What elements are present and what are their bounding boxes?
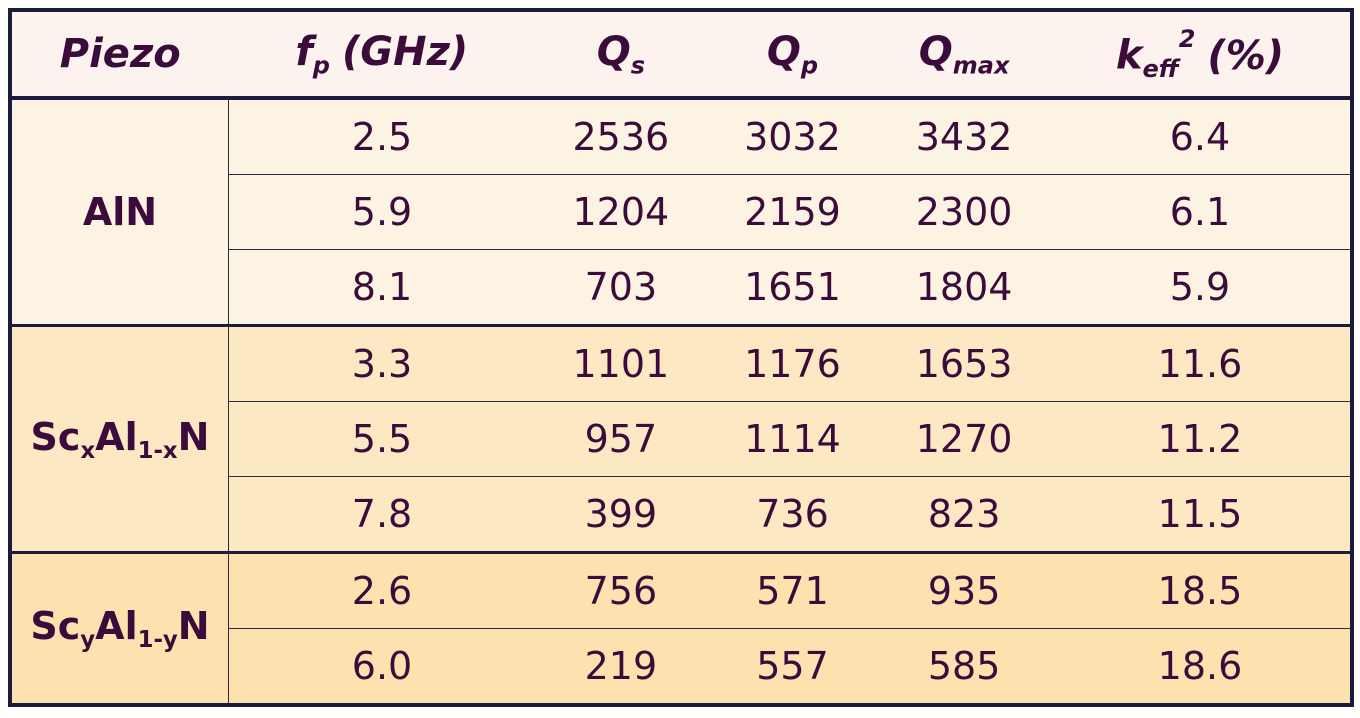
table-row: 6.0 219 557 585 18.6 — [10, 628, 1352, 706]
data-cell: 1651 — [706, 249, 879, 326]
label-subscript: 1-y — [137, 626, 178, 653]
data-cell: 219 — [535, 628, 707, 706]
data-cell: 2159 — [706, 174, 879, 250]
data-cell: 11.6 — [1049, 324, 1352, 402]
header-subscript: max — [952, 51, 1010, 80]
table-row: AlN 2.5 2536 3032 3432 6.4 — [10, 96, 1352, 326]
data-table: Piezo fp (GHz) Qs Qp Qmax keff2 (%) AlN 2.5 2536 3… — [8, 8, 1354, 707]
data-cell: 585 — [878, 628, 1050, 706]
data-cell: 935 — [878, 551, 1050, 629]
header-cell: Qp — [706, 10, 879, 100]
data-cell: 1176 — [706, 324, 879, 402]
group-label: AlN — [10, 96, 229, 326]
header-subscript: eff — [1142, 54, 1179, 83]
data-cell: 1653 — [878, 324, 1050, 402]
data-cell: 1204 — [535, 174, 707, 250]
label-subscript: 1-x — [137, 437, 178, 464]
data-cell: 736 — [706, 476, 879, 553]
table-row: ScxAl1-xN 3.3 1101 1176 1653 11.6 — [10, 324, 1352, 553]
label-subscript: y — [80, 626, 96, 653]
table-row: ScyAl1-yN 2.6 756 571 935 18.5 — [10, 551, 1352, 706]
label-text: N — [177, 604, 210, 649]
header-text: Q — [766, 28, 801, 75]
data-cell: 5.9 — [1049, 249, 1352, 326]
data-cell: 18.6 — [1049, 628, 1352, 706]
data-cell: 1114 — [706, 401, 879, 477]
table-row: 7.8 399 736 823 11.5 — [10, 476, 1352, 553]
header-text: k — [1115, 32, 1143, 79]
table-row: 5.5 957 1114 1270 11.2 — [10, 401, 1352, 477]
label-text: Sc — [30, 414, 81, 459]
data-cell: 2536 — [535, 96, 707, 175]
data-cell: 11.2 — [1049, 401, 1352, 477]
header-cell: fp (GHz) — [228, 10, 536, 100]
data-cell: 7.8 — [228, 476, 536, 553]
group-label: ScxAl1-xN — [10, 324, 229, 553]
data-cell: 5.5 — [228, 401, 536, 477]
data-cell: 1270 — [878, 401, 1050, 477]
header-cell: Qmax — [878, 10, 1050, 100]
data-cell: 823 — [878, 476, 1050, 553]
header-subscript: s — [630, 51, 646, 80]
header-cell: Qs — [535, 10, 707, 100]
data-cell: 1101 — [535, 324, 707, 402]
header-row: Piezo fp (GHz) Qs Qp Qmax keff2 (%) — [10, 10, 1352, 100]
data-cell: 2.5 — [228, 96, 536, 175]
data-cell: 571 — [706, 551, 879, 629]
header-superscript: 2 — [1178, 25, 1196, 53]
data-cell: 6.0 — [228, 628, 536, 706]
label-subscript: x — [80, 437, 96, 464]
data-cell: 703 — [535, 249, 707, 326]
data-cell: 756 — [535, 551, 707, 629]
data-cell: 3032 — [706, 96, 879, 175]
data-cell: 2300 — [878, 174, 1050, 250]
data-cell: 399 — [535, 476, 707, 553]
data-cell: 11.5 — [1049, 476, 1352, 553]
data-cell: 5.9 — [228, 174, 536, 250]
label-text: AlN — [82, 190, 158, 234]
data-cell: 3432 — [878, 96, 1050, 175]
label-text: Al — [95, 604, 138, 649]
data-cell: 557 — [706, 628, 879, 706]
data-cell: 3.3 — [228, 324, 536, 402]
header-subscript: p — [800, 51, 819, 80]
label-text: Sc — [30, 604, 81, 649]
data-cell: 2.6 — [228, 551, 536, 629]
header-text: Q — [596, 28, 631, 75]
header-unit: (%) — [1207, 32, 1285, 79]
header-cell: keff2 (%) — [1049, 10, 1352, 100]
data-cell: 1804 — [878, 249, 1050, 326]
table-body: AlN 2.5 2536 3032 3432 6.4 5.9 1204 2159 2300 6.1 8… — [10, 96, 1352, 706]
data-cell: 6.4 — [1049, 96, 1352, 175]
data-cell: 957 — [535, 401, 707, 477]
group-label: ScyAl1-yN — [10, 551, 229, 706]
header-unit: (GHz) — [341, 28, 469, 75]
header-text: Piezo — [59, 31, 181, 77]
header-text: Q — [918, 28, 953, 75]
header-text: f — [295, 28, 313, 75]
label-text: Al — [95, 414, 138, 459]
table-row: 8.1 703 1651 1804 5.9 — [10, 249, 1352, 326]
data-cell: 18.5 — [1049, 551, 1352, 629]
header-subscript: p — [312, 51, 330, 80]
data-cell: 6.1 — [1049, 174, 1352, 250]
data-cell: 8.1 — [228, 249, 536, 326]
table-row: 5.9 1204 2159 2300 6.1 — [10, 174, 1352, 250]
header-cell: Piezo — [10, 10, 229, 100]
label-text: N — [177, 414, 210, 459]
